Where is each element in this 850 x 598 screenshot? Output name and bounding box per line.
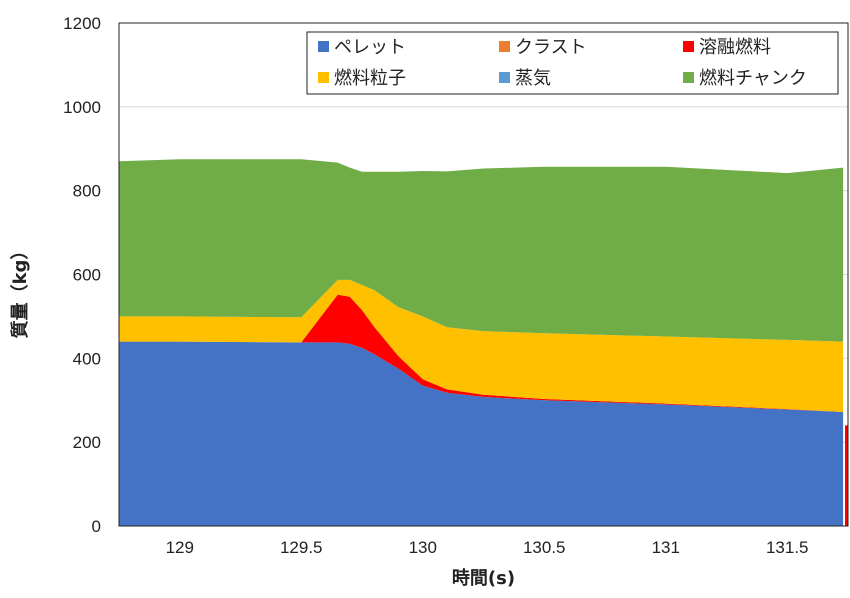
area-燃料チャンク — [119, 159, 844, 342]
y-axis-title: 質量（kg） — [9, 242, 31, 339]
x-tick-label: 129 — [166, 538, 194, 557]
y-tick-label: 600 — [73, 266, 101, 285]
y-tick-label: 0 — [92, 517, 101, 536]
legend-swatch — [499, 41, 510, 52]
legend-label: 燃料粒子 — [334, 68, 406, 89]
x-tick-label: 129.5 — [280, 538, 323, 557]
y-tick-label: 200 — [73, 433, 101, 452]
plot-frame — [118, 22, 849, 527]
area-燃料粒子 — [119, 279, 844, 412]
legend-label: 燃料チャンク — [699, 68, 807, 89]
area-series-group — [119, 159, 848, 526]
legend-label: 蒸気 — [515, 68, 551, 89]
legend-label: ペレット — [334, 37, 406, 58]
legend-swatch — [318, 72, 329, 83]
legend-swatch — [499, 72, 510, 83]
legend-label: 溶融燃料 — [699, 37, 771, 58]
y-tick-label: 1000 — [63, 98, 101, 117]
x-axis: 129 129.5 130 130.5 131 131.5 — [166, 538, 809, 557]
y-tick-label: 1200 — [63, 14, 101, 33]
molten-fuel-edge-sliver — [845, 425, 848, 526]
y-axis: 0 200 400 600 800 1000 1200 — [63, 14, 101, 536]
x-axis-title: 時間(s) — [452, 568, 515, 589]
x-tick-label: 130 — [409, 538, 437, 557]
x-tick-label: 131.5 — [766, 538, 809, 557]
legend-label: クラスト — [515, 37, 587, 58]
legend-swatch — [683, 72, 694, 83]
legend-swatch — [318, 41, 329, 52]
legend-swatch — [683, 41, 694, 52]
x-tick-label: 131 — [652, 538, 680, 557]
y-tick-label: 400 — [73, 349, 101, 368]
x-tick-label: 130.5 — [523, 538, 566, 557]
y-tick-label: 800 — [73, 182, 101, 201]
area-ペレット — [119, 341, 844, 526]
legend-box — [306, 31, 839, 95]
